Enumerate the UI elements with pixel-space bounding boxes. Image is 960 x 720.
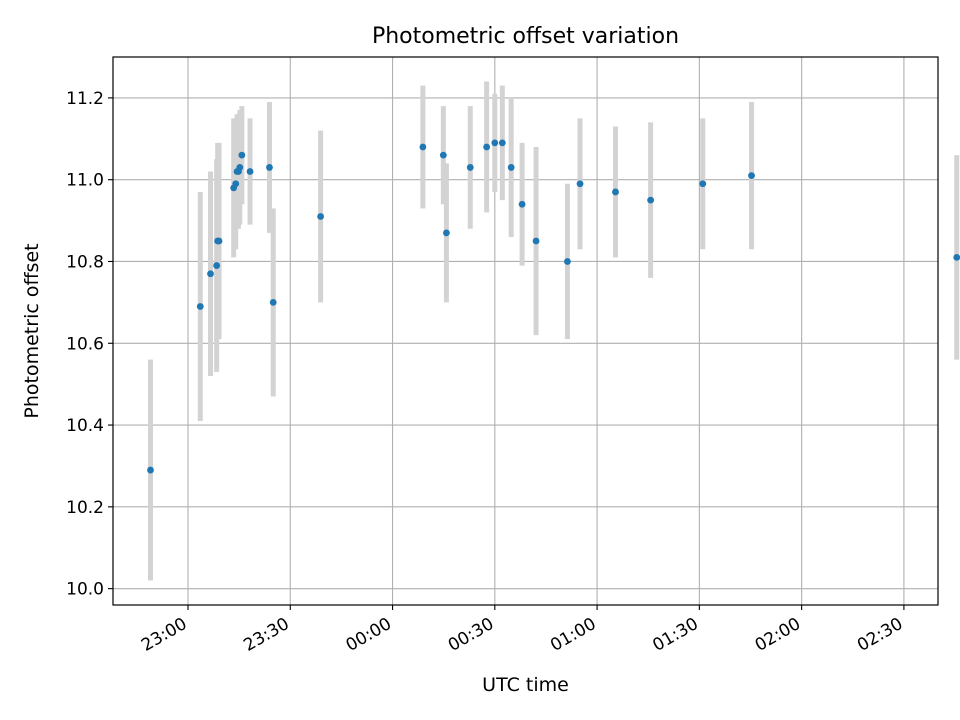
data-point — [612, 188, 619, 196]
x-axis-label: UTC time — [482, 674, 569, 696]
data-point — [443, 229, 450, 237]
y-tick-label: 10.0 — [66, 580, 104, 600]
data-point — [647, 196, 655, 204]
y-axis-label: Photometric offset — [21, 243, 43, 418]
data-point — [207, 270, 214, 278]
y-tick-label: 11.2 — [66, 89, 104, 109]
data-point — [439, 151, 447, 159]
chart-title: Photometric offset variation — [372, 24, 679, 49]
data-point — [483, 143, 491, 151]
data-point — [266, 164, 273, 171]
data-point — [419, 143, 427, 151]
y-tick-label: 11.0 — [66, 171, 104, 191]
data-point — [215, 237, 223, 245]
data-point — [507, 164, 515, 171]
data-point — [466, 164, 474, 171]
grid-lines — [113, 57, 938, 605]
data-point — [246, 168, 254, 175]
y-tick-label: 10.8 — [66, 252, 104, 272]
data-point — [238, 151, 246, 159]
data-point — [498, 139, 506, 147]
data-point — [317, 213, 325, 220]
axes-frame — [112, 56, 939, 606]
data-point — [232, 180, 240, 188]
data-point — [196, 303, 204, 310]
data-point — [518, 200, 526, 208]
y-tick-label: 10.4 — [66, 416, 104, 436]
data-points — [147, 139, 960, 474]
data-point — [564, 258, 571, 265]
y-tick-label: 10.6 — [66, 334, 104, 354]
data-point — [699, 180, 707, 188]
data-point — [953, 253, 960, 261]
data-point — [147, 466, 154, 474]
data-point — [748, 172, 755, 179]
data-point — [269, 298, 277, 306]
data-point — [213, 262, 221, 269]
data-point — [491, 139, 499, 147]
data-point — [532, 237, 540, 245]
data-point — [236, 164, 244, 171]
data-point — [576, 180, 584, 188]
y-tick-label: 10.2 — [66, 498, 104, 518]
